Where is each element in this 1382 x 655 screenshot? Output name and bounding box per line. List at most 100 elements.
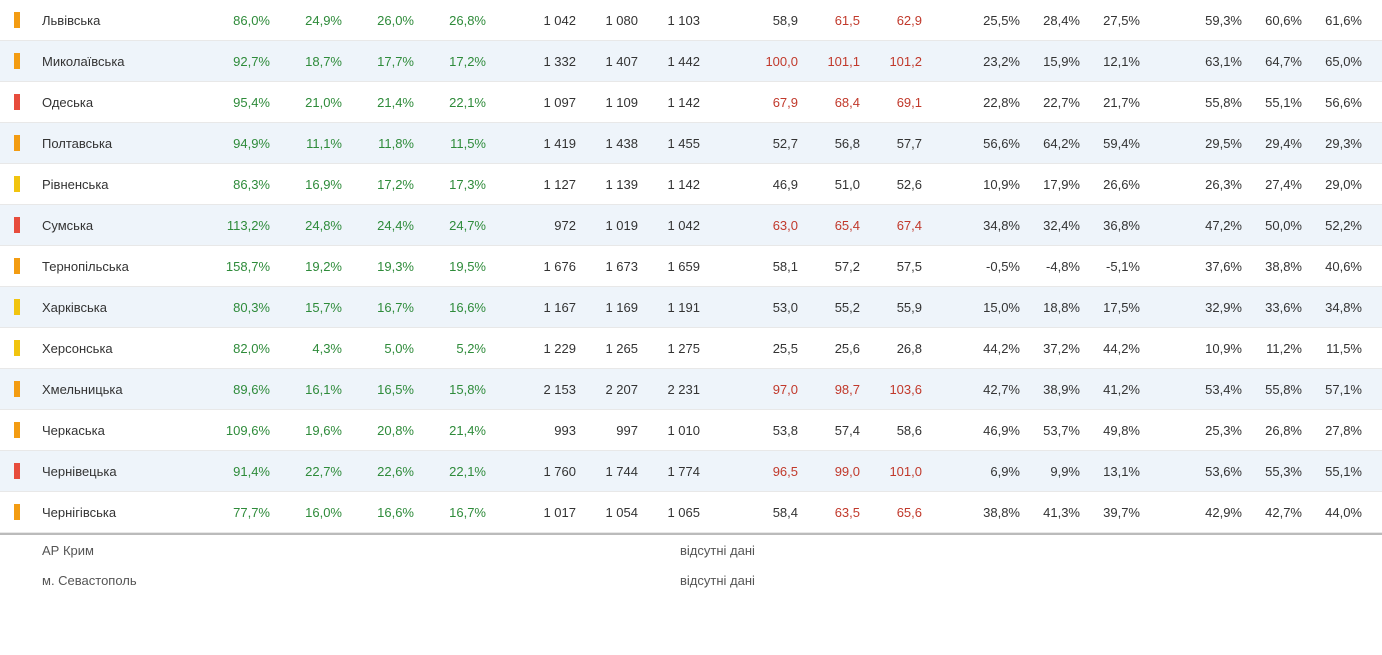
col-g5-2: 26,6% [1080,177,1140,192]
col-g4-1: 99,0 [798,464,860,479]
table-row: Тернопільська158,7%19,2%19,3%19,5%1 6761… [0,246,1382,287]
col-pct1: 77,7% [190,505,270,520]
region-name: Сумська [28,218,190,233]
col-g2-1: 17,2% [342,177,414,192]
col-g4-2: 26,8 [860,341,922,356]
marker-cell [0,12,28,28]
table-row: Черкаська109,6%19,6%20,8%21,4%9939971 01… [0,410,1382,451]
col-g3-2: 1 065 [638,505,700,520]
col-g5-0: 22,8% [960,95,1020,110]
col-g5-0: 56,6% [960,136,1020,151]
col-g6-1: 27,4% [1242,177,1302,192]
col-g4-0: 96,5 [736,464,798,479]
region-name: Полтавська [28,136,190,151]
col-g4-1: 68,4 [798,95,860,110]
col-pct1: 91,4% [190,464,270,479]
col-g2-2: 21,4% [414,423,486,438]
col-g4-2: 57,5 [860,259,922,274]
col-g4-0: 46,9 [736,177,798,192]
col-g3-0: 1 676 [514,259,576,274]
col-g6-2: 34,8% [1302,300,1362,315]
col-g6-1: 42,7% [1242,505,1302,520]
status-marker [14,53,20,69]
status-marker [14,135,20,151]
col-g2-2: 16,6% [414,300,486,315]
region-name: Херсонська [28,341,190,356]
col-g4-2: 101,0 [860,464,922,479]
col-g4-1: 25,6 [798,341,860,356]
col-g5-1: 28,4% [1020,13,1080,28]
col-g2-1: 17,7% [342,54,414,69]
col-g5-1: 9,9% [1020,464,1080,479]
col-g3-1: 1 744 [576,464,638,479]
no-data-region: м. Севастополь [0,573,242,588]
col-g3-1: 1 265 [576,341,638,356]
region-name: Тернопільська [28,259,190,274]
col-g5-1: 18,8% [1020,300,1080,315]
col-g3-1: 1 169 [576,300,638,315]
col-g3-1: 2 207 [576,382,638,397]
col-g2-2: 24,7% [414,218,486,233]
col-g5-1: 64,2% [1020,136,1080,151]
no-data-region: АР Крим [0,543,242,558]
col-g3-1: 1 054 [576,505,638,520]
col-g6-0: 63,1% [1182,54,1242,69]
col-g2-1: 21,4% [342,95,414,110]
col-g3-2: 1 103 [638,13,700,28]
col-g3-2: 2 231 [638,382,700,397]
col-g6-1: 11,2% [1242,341,1302,356]
col-g6-2: 27,8% [1302,423,1362,438]
col-g2-0: 19,6% [270,423,342,438]
marker-cell [0,258,28,274]
col-g5-2: 59,4% [1080,136,1140,151]
col-g6-2: 57,1% [1302,382,1362,397]
col-g6-2: 29,0% [1302,177,1362,192]
col-g5-0: 6,9% [960,464,1020,479]
col-g5-2: -5,1% [1080,259,1140,274]
col-g4-0: 52,7 [736,136,798,151]
status-marker [14,12,20,28]
col-g3-1: 1 019 [576,218,638,233]
col-g5-1: 37,2% [1020,341,1080,356]
table-row: Миколаївська92,7%18,7%17,7%17,2%1 3321 4… [0,41,1382,82]
col-g4-0: 53,0 [736,300,798,315]
col-g2-0: 11,1% [270,136,342,151]
col-g2-2: 26,8% [414,13,486,28]
col-g4-1: 63,5 [798,505,860,520]
status-marker [14,217,20,233]
col-g3-0: 1 097 [514,95,576,110]
col-g6-2: 56,6% [1302,95,1362,110]
marker-cell [0,504,28,520]
col-g2-0: 24,9% [270,13,342,28]
marker-cell [0,53,28,69]
col-g2-2: 22,1% [414,464,486,479]
col-g4-2: 57,7 [860,136,922,151]
col-g6-1: 29,4% [1242,136,1302,151]
col-g5-2: 17,5% [1080,300,1140,315]
col-g5-0: 34,8% [960,218,1020,233]
col-g2-1: 20,8% [342,423,414,438]
col-g2-0: 15,7% [270,300,342,315]
col-g4-0: 100,0 [736,54,798,69]
col-g4-0: 63,0 [736,218,798,233]
col-g2-2: 11,5% [414,136,486,151]
col-g5-1: 32,4% [1020,218,1080,233]
col-g5-0: 10,9% [960,177,1020,192]
col-g6-0: 32,9% [1182,300,1242,315]
col-g4-1: 98,7 [798,382,860,397]
col-g5-1: -4,8% [1020,259,1080,274]
region-name: Львівська [28,13,190,28]
col-g6-1: 50,0% [1242,218,1302,233]
col-g5-0: 25,5% [960,13,1020,28]
table-row: Херсонська82,0%4,3%5,0%5,2%1 2291 2651 2… [0,328,1382,369]
marker-cell [0,340,28,356]
col-g6-2: 11,5% [1302,341,1362,356]
no-data-label: відсутні дані [680,543,755,558]
col-g3-0: 993 [514,423,576,438]
col-g3-0: 1 127 [514,177,576,192]
col-g4-1: 57,2 [798,259,860,274]
col-g5-2: 49,8% [1080,423,1140,438]
col-g4-0: 53,8 [736,423,798,438]
col-g6-1: 38,8% [1242,259,1302,274]
col-g6-0: 42,9% [1182,505,1242,520]
